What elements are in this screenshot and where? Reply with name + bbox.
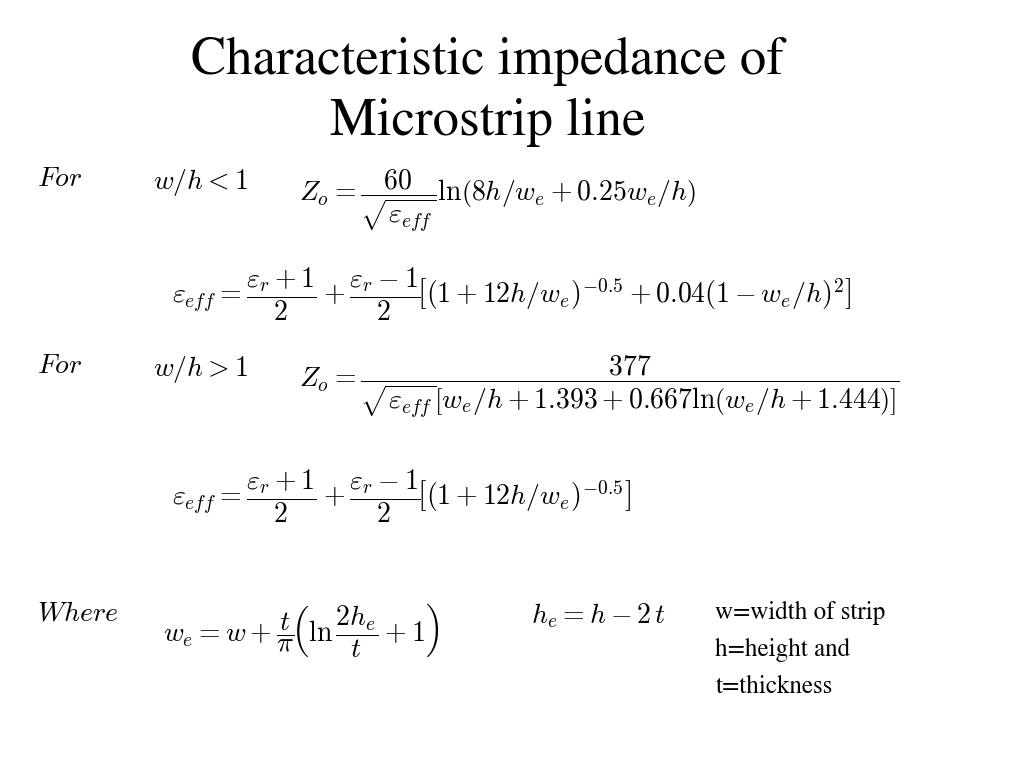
Text: $\mathit{Where}$: $\mathit{Where}$ <box>37 601 119 627</box>
Text: $w/h<1$: $w/h<1$ <box>153 167 248 197</box>
Text: $Z_o = \dfrac{60}{\sqrt{\varepsilon_{eff}}}\ln\!\left(8h/w_e + 0.25w_e/h\right)$: $Z_o = \dfrac{60}{\sqrt{\varepsilon_{eff… <box>299 167 696 233</box>
Text: $Z_o = \dfrac{377}{\sqrt{\varepsilon_{eff}}\left[w_e/h+1.393+0.667\ln\!\left(w_e: $Z_o = \dfrac{377}{\sqrt{\varepsilon_{ef… <box>299 353 899 420</box>
Text: $\mathit{For}$: $\mathit{For}$ <box>37 167 82 192</box>
Text: Characteristic impedance of: Characteristic impedance of <box>191 37 784 86</box>
Text: $w_e = w + \dfrac{t}{\pi}\!\left(\ln\dfrac{2h_e}{t}+1\right)$: $w_e = w + \dfrac{t}{\pi}\!\left(\ln\dfr… <box>163 601 439 659</box>
Text: $w/h>1$: $w/h>1$ <box>153 353 248 385</box>
Text: $\varepsilon_{eff} = \dfrac{\varepsilon_r+1}{2} + \dfrac{\varepsilon_r-1}{2}\!\l: $\varepsilon_{eff} = \dfrac{\varepsilon_… <box>172 266 852 323</box>
Text: Microstrip line: Microstrip line <box>330 98 645 147</box>
Text: $h_e = h-2\,t$: $h_e = h-2\,t$ <box>531 601 666 630</box>
Text: w=width of strip
h=height and
t=thickness: w=width of strip h=height and t=thicknes… <box>716 601 886 699</box>
Text: $\varepsilon_{eff} = \dfrac{\varepsilon_r+1}{2} + \dfrac{\varepsilon_r-1}{2}\!\l: $\varepsilon_{eff} = \dfrac{\varepsilon_… <box>172 468 632 525</box>
Text: $\mathit{For}$: $\mathit{For}$ <box>37 353 82 379</box>
